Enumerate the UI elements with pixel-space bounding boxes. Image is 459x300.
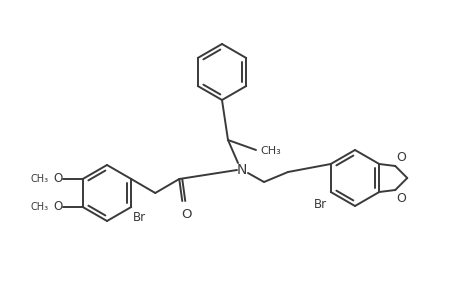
Text: O: O xyxy=(53,200,62,214)
Text: CH₃: CH₃ xyxy=(31,202,49,212)
Text: O: O xyxy=(53,172,62,185)
Text: Br: Br xyxy=(133,211,146,224)
Text: CH₃: CH₃ xyxy=(259,146,280,156)
Text: Br: Br xyxy=(313,198,326,211)
Text: O: O xyxy=(395,192,405,205)
Text: CH₃: CH₃ xyxy=(31,174,49,184)
Text: O: O xyxy=(180,208,191,221)
Text: O: O xyxy=(395,151,405,164)
Text: N: N xyxy=(236,163,246,177)
